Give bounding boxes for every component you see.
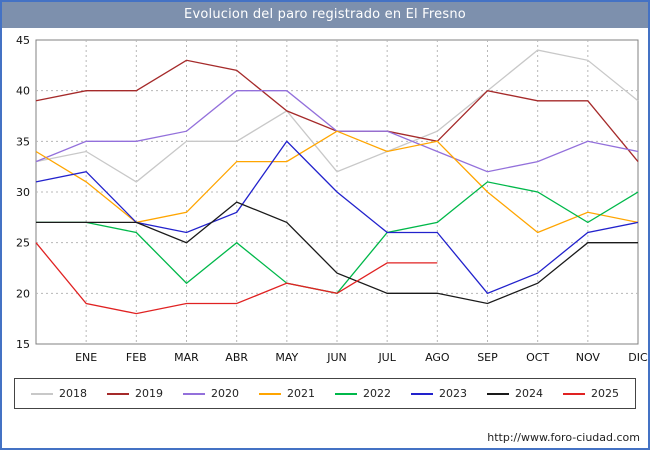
x-tick-label: MAY [275, 351, 298, 364]
x-tick-label: AGO [425, 351, 450, 364]
legend-item-2022: 2022 [335, 387, 391, 400]
y-tick-label: 25 [16, 237, 30, 250]
x-tick-label: FEB [126, 351, 147, 364]
legend-label-2018: 2018 [59, 387, 87, 400]
x-tick-label: OCT [526, 351, 549, 364]
y-tick-label: 35 [16, 135, 30, 148]
legend-item-2021: 2021 [259, 387, 315, 400]
footer-url-link[interactable]: http://www.foro-ciudad.com [487, 431, 640, 444]
legend-label-2022: 2022 [363, 387, 391, 400]
legend-swatch-2023 [411, 392, 433, 395]
legend-item-2018: 2018 [31, 387, 87, 400]
legend-swatch-2021 [259, 392, 281, 395]
legend-label-2024: 2024 [515, 387, 543, 400]
y-tick-label: 45 [16, 34, 30, 47]
legend-swatch-2024 [487, 392, 509, 395]
x-tick-label: MAR [174, 351, 199, 364]
legend-item-2019: 2019 [107, 387, 163, 400]
x-tick-label: SEP [477, 351, 498, 364]
y-tick-label: 40 [16, 85, 30, 98]
legend-item-2025: 2025 [563, 387, 619, 400]
legend-swatch-2019 [107, 392, 129, 395]
line-chart: 15 20 25 30 35 40 45 ENE FEB MAR ABR MAY JUN JUL AGO SE… [16, 34, 648, 364]
series-2024-line [36, 201, 638, 305]
x-tick-label: DIC [628, 351, 648, 364]
x-tick-label: NOV [576, 351, 601, 364]
x-tick-label: JUN [326, 351, 347, 364]
y-tick-label: 20 [16, 287, 30, 300]
legend-swatch-2018 [31, 392, 53, 395]
series-2025-line [35, 242, 438, 315]
legend-item-2023: 2023 [411, 387, 467, 400]
chart-area: 15 20 25 30 35 40 45 ENE FEB MAR ABR MAY JUN JUL AGO SE… [2, 32, 648, 372]
legend-label-2019: 2019 [135, 387, 163, 400]
legend-label-2023: 2023 [439, 387, 467, 400]
legend-label-2020: 2020 [211, 387, 239, 400]
legend-label-2021: 2021 [287, 387, 315, 400]
x-tick-label: JUL [377, 351, 396, 364]
legend-item-2020: 2020 [183, 387, 239, 400]
legend-label-2025: 2025 [591, 387, 619, 400]
chart-legend: 2018 2019 2020 2021 2022 2023 2024 2025 [14, 378, 636, 409]
legend-swatch-2025 [563, 392, 585, 395]
series-2018-line [35, 49, 639, 183]
legend-item-2024: 2024 [487, 387, 543, 400]
x-tick-label: ENE [75, 351, 97, 364]
x-tick-label: ABR [225, 351, 248, 364]
y-tick-label: 30 [16, 186, 30, 199]
y-tick-label: 15 [16, 338, 30, 351]
chart-title: Evolucion del paro registrado en El Fres… [2, 2, 648, 28]
legend-swatch-2022 [335, 392, 357, 395]
legend-swatch-2020 [183, 392, 205, 395]
